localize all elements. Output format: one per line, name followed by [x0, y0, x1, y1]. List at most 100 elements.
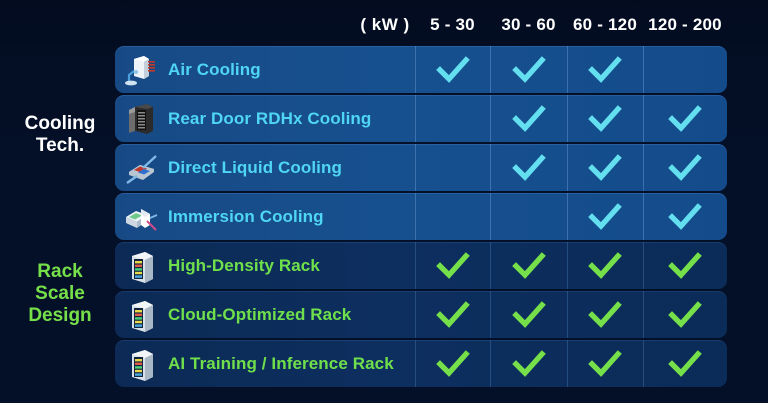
matrix-cell[interactable] — [490, 193, 567, 240]
column-header-2: 30 - 60 — [501, 15, 556, 34]
table-row[interactable]: Air Cooling — [115, 46, 727, 93]
cold-plate-loop-icon — [126, 154, 157, 184]
check-icon — [668, 104, 702, 132]
table-row[interactable]: AI Training / Inference Rack — [115, 340, 727, 387]
check-icon — [435, 300, 470, 328]
matrix-cell[interactable] — [643, 46, 727, 93]
row-label: AI Training / Inference Rack — [168, 353, 394, 373]
table-row[interactable]: High-Density Rack — [115, 242, 727, 289]
check-icon — [511, 349, 546, 377]
matrix-cell[interactable] — [490, 340, 567, 387]
table-row[interactable]: Immersion Cooling — [115, 193, 727, 240]
column-divider — [490, 193, 491, 240]
matrix-cell[interactable] — [415, 291, 490, 338]
column-divider — [490, 95, 491, 142]
row-label: Cloud-Optimized Rack — [168, 304, 352, 324]
check-icon — [435, 349, 470, 377]
column-header-3: 60 - 120 — [573, 15, 637, 34]
crac-unit-icon — [125, 55, 155, 85]
matrix-cell[interactable] — [490, 46, 567, 93]
table-row[interactable]: Direct Liquid Cooling — [115, 144, 727, 191]
check-icon — [435, 55, 470, 83]
check-icon — [668, 153, 702, 181]
immersion-tank-icon — [126, 208, 158, 231]
matrix-cell[interactable] — [567, 340, 643, 387]
matrix-cell[interactable] — [567, 95, 643, 142]
check-icon — [668, 251, 702, 279]
matrix-cell[interactable] — [415, 340, 490, 387]
column-divider — [415, 242, 416, 289]
check-icon — [588, 349, 622, 377]
matrix-cell[interactable] — [567, 291, 643, 338]
row-label-cell: Cloud-Optimized Rack — [115, 291, 415, 338]
row-label: Direct Liquid Cooling — [168, 157, 342, 177]
matrix-cell[interactable] — [490, 242, 567, 289]
matrix-cell[interactable] — [643, 291, 727, 338]
matrix-cell[interactable] — [415, 193, 490, 240]
row-label: Rear Door RDHx Cooling — [168, 108, 372, 128]
check-icon — [511, 300, 546, 328]
column-divider — [643, 291, 644, 338]
matrix-cell[interactable] — [567, 242, 643, 289]
unit-label: ( kW ) — [360, 15, 410, 34]
matrix-header: ( kW ) 5 - 30 30 - 60 60 - 120 120 - 200 — [0, 13, 768, 43]
column-divider — [415, 144, 416, 191]
column-divider — [643, 193, 644, 240]
matrix-cell[interactable] — [415, 144, 490, 191]
matrix-cell[interactable] — [415, 242, 490, 289]
column-divider — [567, 340, 568, 387]
column-divider — [415, 193, 416, 240]
column-divider — [415, 95, 416, 142]
check-icon — [668, 349, 702, 377]
column-divider — [490, 291, 491, 338]
matrix-cell[interactable] — [643, 340, 727, 387]
column-divider — [567, 46, 568, 93]
column-divider — [643, 340, 644, 387]
row-label-cell: Immersion Cooling — [115, 193, 415, 240]
row-label-cell: Air Cooling — [115, 46, 415, 93]
column-divider — [643, 242, 644, 289]
matrix-cell[interactable] — [643, 242, 727, 289]
server-rack-icon — [132, 300, 153, 332]
group-label-cooling-line2: Tech. — [35, 135, 85, 156]
check-icon — [588, 104, 622, 132]
column-divider — [567, 193, 568, 240]
server-rack-icon — [132, 349, 153, 381]
row-label: Immersion Cooling — [168, 206, 324, 226]
check-icon — [588, 55, 622, 83]
column-divider — [490, 144, 491, 191]
matrix-cell[interactable] — [490, 291, 567, 338]
matrix-cell[interactable] — [643, 144, 727, 191]
matrix-cell[interactable] — [567, 144, 643, 191]
group-label-rack-line2: Scale — [35, 283, 85, 304]
server-rack-icon — [132, 251, 153, 283]
column-divider — [490, 340, 491, 387]
check-icon — [511, 55, 546, 83]
check-icon — [435, 251, 470, 279]
table-row[interactable]: Rear Door RDHx Cooling — [115, 95, 727, 142]
matrix-cell[interactable] — [567, 46, 643, 93]
check-icon — [668, 300, 702, 328]
row-label: High-Density Rack — [168, 255, 320, 275]
group-label-cooling: Cooling Tech. — [4, 113, 116, 157]
matrix-cell[interactable] — [415, 46, 490, 93]
column-divider — [643, 144, 644, 191]
matrix-cell[interactable] — [567, 193, 643, 240]
column-divider — [643, 95, 644, 142]
row-label-cell: AI Training / Inference Rack — [115, 340, 415, 387]
matrix-cell[interactable] — [643, 95, 727, 142]
column-divider — [415, 46, 416, 93]
matrix-cell[interactable] — [490, 144, 567, 191]
column-header-4: 120 - 200 — [648, 15, 722, 34]
rear-door-heat-exchanger-icon — [129, 103, 153, 134]
table-row[interactable]: Cloud-Optimized Rack — [115, 291, 727, 338]
matrix-cell[interactable] — [490, 95, 567, 142]
matrix-cell[interactable] — [415, 95, 490, 142]
column-divider — [643, 46, 644, 93]
column-divider — [567, 95, 568, 142]
row-label: Air Cooling — [168, 59, 261, 79]
check-icon — [511, 251, 546, 279]
matrix-cell[interactable] — [643, 193, 727, 240]
group-label-rack-line3: Design — [28, 305, 92, 326]
